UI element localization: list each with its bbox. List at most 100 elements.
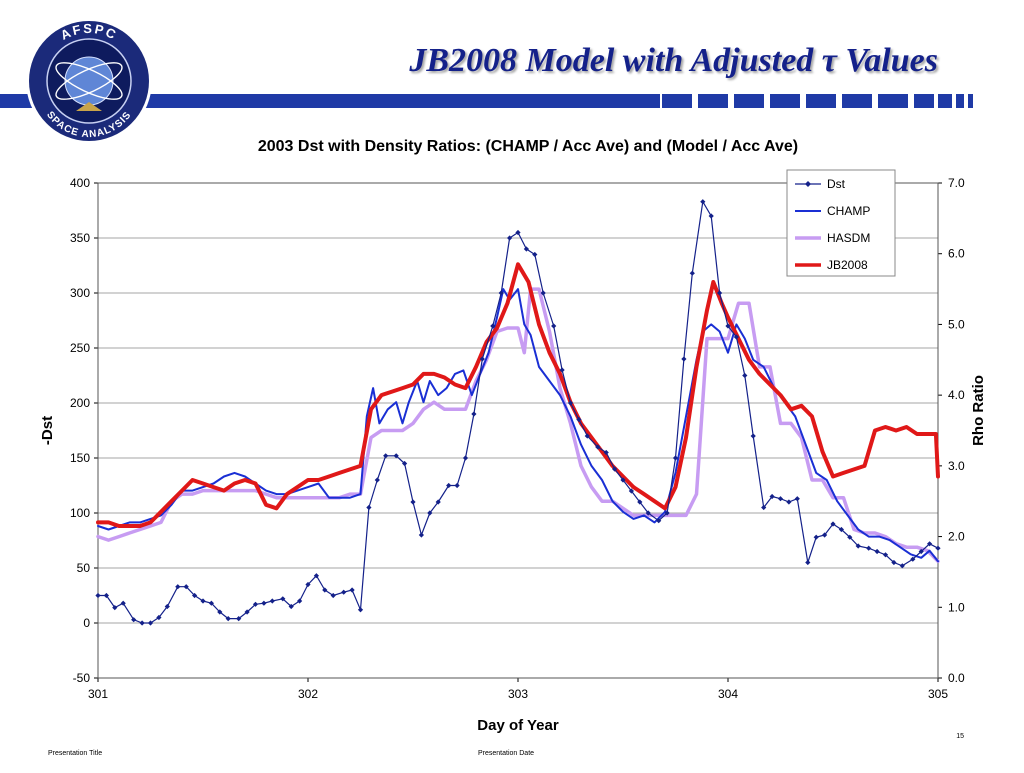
data-point-dst	[847, 534, 853, 540]
data-point-dst	[927, 541, 933, 547]
data-point-dst	[750, 433, 756, 439]
data-point-dst	[918, 548, 924, 555]
data-point-dst	[139, 620, 145, 626]
data-point-dst	[761, 504, 767, 511]
data-point-dst	[297, 598, 303, 604]
data-point-dst	[236, 616, 242, 622]
y-axis-label: -Dst	[39, 416, 56, 445]
data-point-dst	[175, 584, 181, 590]
footer-presentation-title: Presentation Title	[48, 750, 103, 757]
y2-tick-label: 0.0	[948, 671, 965, 685]
data-point-dst	[164, 603, 170, 610]
data-point-dst	[559, 367, 565, 373]
data-point-dst	[777, 496, 784, 502]
data-point-dst	[805, 559, 811, 566]
data-point-dst	[252, 601, 259, 607]
data-point-dst	[628, 488, 634, 494]
data-point-dst	[874, 548, 880, 555]
data-point-dst	[515, 229, 521, 236]
y-tick-label: -50	[73, 671, 91, 685]
data-point-dst	[427, 510, 433, 516]
data-point-dst	[595, 444, 601, 450]
data-point-dst	[899, 563, 905, 569]
svg-text:AFSPC: AFSPC	[58, 21, 120, 43]
y-tick-label: 250	[70, 341, 90, 355]
data-point-dst	[490, 323, 496, 329]
data-point-dst	[681, 356, 687, 362]
series-line-jb2008	[96, 262, 940, 528]
data-point-dst	[794, 496, 800, 502]
data-point-dst	[410, 499, 416, 505]
y-tick-label: 350	[70, 231, 90, 245]
data-point-dst	[341, 589, 347, 595]
data-point-dst	[446, 482, 452, 489]
data-point-dst	[103, 592, 109, 599]
data-point-dst	[523, 246, 529, 252]
data-point-dst	[742, 372, 748, 379]
y2-tick-label: 7.0	[948, 176, 965, 190]
data-point-dst	[813, 534, 819, 540]
x-tick-label: 303	[508, 687, 528, 701]
data-point-dst	[330, 592, 336, 599]
data-point-dst	[366, 504, 372, 511]
x-axis-label: Day of Year	[477, 717, 559, 734]
data-point-dst	[402, 460, 408, 467]
data-point-dst	[700, 199, 706, 205]
y2-tick-label: 5.0	[948, 317, 965, 331]
y-tick-label: 200	[70, 396, 90, 410]
data-point-dst	[269, 598, 275, 604]
data-point-dst	[261, 600, 267, 606]
data-point-dst	[225, 616, 231, 622]
data-point-dst	[479, 356, 485, 362]
data-point-dst	[313, 573, 319, 579]
data-point-dst	[383, 453, 389, 459]
data-point-dst	[855, 543, 861, 549]
data-point-dst	[689, 270, 695, 276]
slide-title: JB2008 Model with Adjusted τ Values	[409, 42, 938, 79]
data-point-dst	[532, 251, 538, 258]
data-point-dst	[603, 449, 609, 456]
data-point-dst	[349, 587, 355, 593]
data-point-dst	[664, 510, 670, 516]
data-point-dst	[882, 552, 889, 558]
data-point-dst	[454, 482, 460, 489]
data-point-dst	[540, 290, 546, 296]
data-point-dst	[112, 605, 118, 611]
data-point-dst	[708, 213, 714, 219]
data-point-dst	[357, 607, 364, 613]
afspc-logo: AFSPC SPACE ANALYSIS	[26, 18, 152, 144]
data-point-dst	[418, 532, 424, 538]
data-point-dst	[192, 592, 198, 599]
y2-tick-label: 4.0	[948, 388, 965, 402]
data-point-dst	[471, 411, 477, 417]
data-point-dst	[147, 620, 154, 626]
data-point-dst	[576, 416, 582, 423]
data-point-dst	[656, 518, 662, 524]
data-point-dst	[288, 603, 294, 610]
y2-tick-label: 1.0	[948, 600, 965, 614]
data-point-dst	[910, 556, 916, 562]
data-point-dst	[866, 545, 872, 551]
y-tick-label: 50	[77, 561, 91, 575]
data-point-dst	[498, 290, 504, 296]
data-point-dst	[208, 600, 214, 606]
data-point-dst	[822, 532, 828, 538]
data-point-dst	[120, 600, 126, 606]
data-point-dst	[584, 433, 590, 439]
data-point-dst	[620, 477, 626, 483]
data-point-dst	[725, 323, 731, 329]
y-tick-label: 100	[70, 506, 90, 520]
data-point-dst	[183, 584, 189, 590]
logo-top-text: AFSPC	[58, 21, 118, 43]
footer-presentation-date: Presentation Date	[478, 750, 535, 757]
legend-marker-dst	[805, 181, 811, 187]
legend-box	[786, 169, 896, 277]
x-tick-label: 301	[88, 687, 108, 701]
series-line-hasdm	[96, 287, 940, 564]
data-point-dst	[612, 466, 618, 472]
legend-label-champ: CHAMP	[827, 204, 870, 218]
y2-tick-label: 2.0	[948, 530, 965, 544]
y-tick-label: 300	[70, 286, 90, 300]
